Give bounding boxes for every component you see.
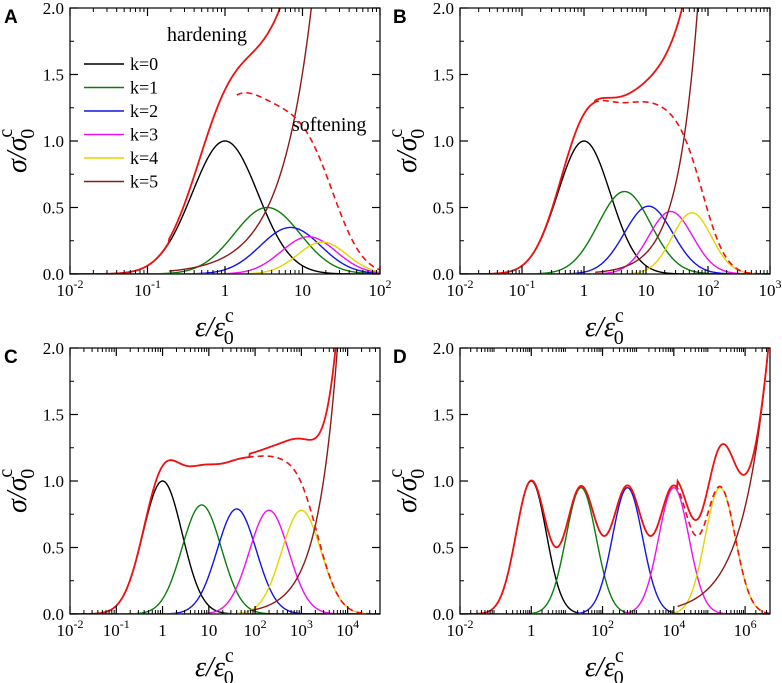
series-total [460,348,770,614]
curves [460,8,770,274]
series-k2 [460,205,770,274]
plot-frame [459,347,771,615]
x-tick-label: 102 [244,617,267,640]
x-tick-label: 103 [759,277,782,300]
x-tick-label: 104 [336,617,359,640]
x-axis-label: ε/εc 0 [585,645,624,683]
y-axis-label: σ/σc0 [385,469,429,513]
legend-label-k2: k=2 [130,101,158,121]
curves [460,348,770,614]
x-tick-label: 10-2 [447,617,474,640]
y-axis-label: σ/σc0 [0,129,39,173]
panel-letter: C [4,347,18,368]
x-tick-label: 10 [200,621,217,640]
series-k0 [70,480,380,614]
y-tick-label: 1.0 [433,472,454,491]
plot-frame [459,7,771,275]
legend-label-k4: k=4 [130,148,158,168]
y-tick-label: 0.5 [433,539,454,558]
y-tick-label: 1.0 [43,472,64,491]
series-k0 [460,480,770,614]
x-tick-label: 1 [158,621,167,640]
x-tick-label: 10 [294,281,311,300]
x-tick-label: 10-2 [57,277,84,300]
panel-letter: A [4,7,18,28]
series-total [460,8,684,274]
y-tick-label: 1.5 [433,66,454,85]
legend-label-k1: k=1 [130,78,158,98]
x-tick-label: 1 [580,281,589,300]
series-k1 [460,190,770,274]
x-tick-label: 104 [662,617,685,640]
series-k3 [460,486,770,614]
x-tick-label: 10-2 [57,617,84,640]
legend-label-k3: k=3 [130,125,158,145]
panel-letter: B [393,7,407,28]
y-tick-label: 1.5 [43,66,64,85]
panel-C: C 0.0 0.5 1.0 1.5 2.0 10-2 10-1 1 10 102 103 104 ε/εc… [0,339,381,683]
series-total [70,348,337,614]
x-tick-label: 103 [290,617,313,640]
x-axis-label: ε/εc 0 [195,645,234,683]
series-k0 [70,140,380,274]
y-tick-label: 1.0 [43,132,64,151]
x-tick-label: 102 [591,617,614,640]
annotation-hardening: hardening [167,24,247,46]
x-tick-label: 10 [638,281,655,300]
y-tick-label: 1.0 [433,132,454,151]
series-k5 [249,348,339,612]
series-k1 [460,486,770,614]
y-tick-label: 0.5 [43,199,64,218]
series-k2 [460,486,770,614]
y-tick-label: 0.0 [433,605,454,624]
y-tick-label: 1.5 [433,406,454,425]
x-tick-label: 10-1 [134,277,161,300]
y-tick-label: 0.0 [433,265,454,284]
y-tick-label: 2.0 [43,0,64,18]
series-k1 [70,504,380,614]
y-tick-label: 1.5 [43,406,64,425]
y-tick-label: 2.0 [433,0,454,18]
legend-label-k0: k=0 [130,54,158,74]
y-tick-label: 0.0 [43,265,64,284]
series-k5 [677,348,770,608]
y-tick-label: 2.0 [433,339,454,358]
y-tick-label: 2.0 [43,339,64,358]
x-tick-label: 10-2 [447,277,474,300]
y-tick-label: 0.5 [43,539,64,558]
x-tick-label: 106 [734,617,757,640]
series-softening [592,99,770,274]
series-k4 [460,212,770,274]
legend: k=0 k=1 k=2 k=3 k=4 k=5 [84,54,158,192]
panel-letter: D [393,347,407,368]
y-axis-label: σ/σc0 [0,469,39,513]
series-k5 [595,8,699,273]
y-tick-label: 0.5 [433,199,454,218]
x-tick-label: 102 [697,277,720,300]
annotation-softening: softening [292,114,366,136]
panel-A: A 0.0 0.5 1.0 1.5 2.0 10-2 10-1 1 10 102 ε/εc0 σ/σc0… [0,0,392,349]
y-tick-label: 0.0 [43,605,64,624]
panel-D: D 0.0 0.5 1.0 1.5 2.0 10-2 1 102 104 106 ε/εc 0 σ/σc0 [385,339,771,683]
x-tick-label: 1 [221,281,230,300]
panel-B: B 0.0 0.5 1.0 1.5 2.0 10-2 10-1 1 10 102 103 ε/εc 0 σ/… [385,0,782,349]
x-tick-label: 1 [527,621,536,640]
series-softening [236,92,380,271]
x-axis-label: ε/εc 0 [585,305,624,349]
series-k2 [70,508,380,614]
x-tick-label: 10-1 [509,277,536,300]
series-k1 [70,206,380,274]
y-axis-label: σ/σc0 [385,129,429,173]
series-k3 [460,210,770,274]
x-tick-label: 102 [369,277,392,300]
series-k3 [70,509,380,614]
x-axis-label: ε/εc 0 [195,305,234,349]
legend-label-k5: k=5 [130,172,158,192]
x-tick-label: 10-1 [103,617,130,640]
series-k4 [460,486,770,614]
series-softening [169,455,380,614]
